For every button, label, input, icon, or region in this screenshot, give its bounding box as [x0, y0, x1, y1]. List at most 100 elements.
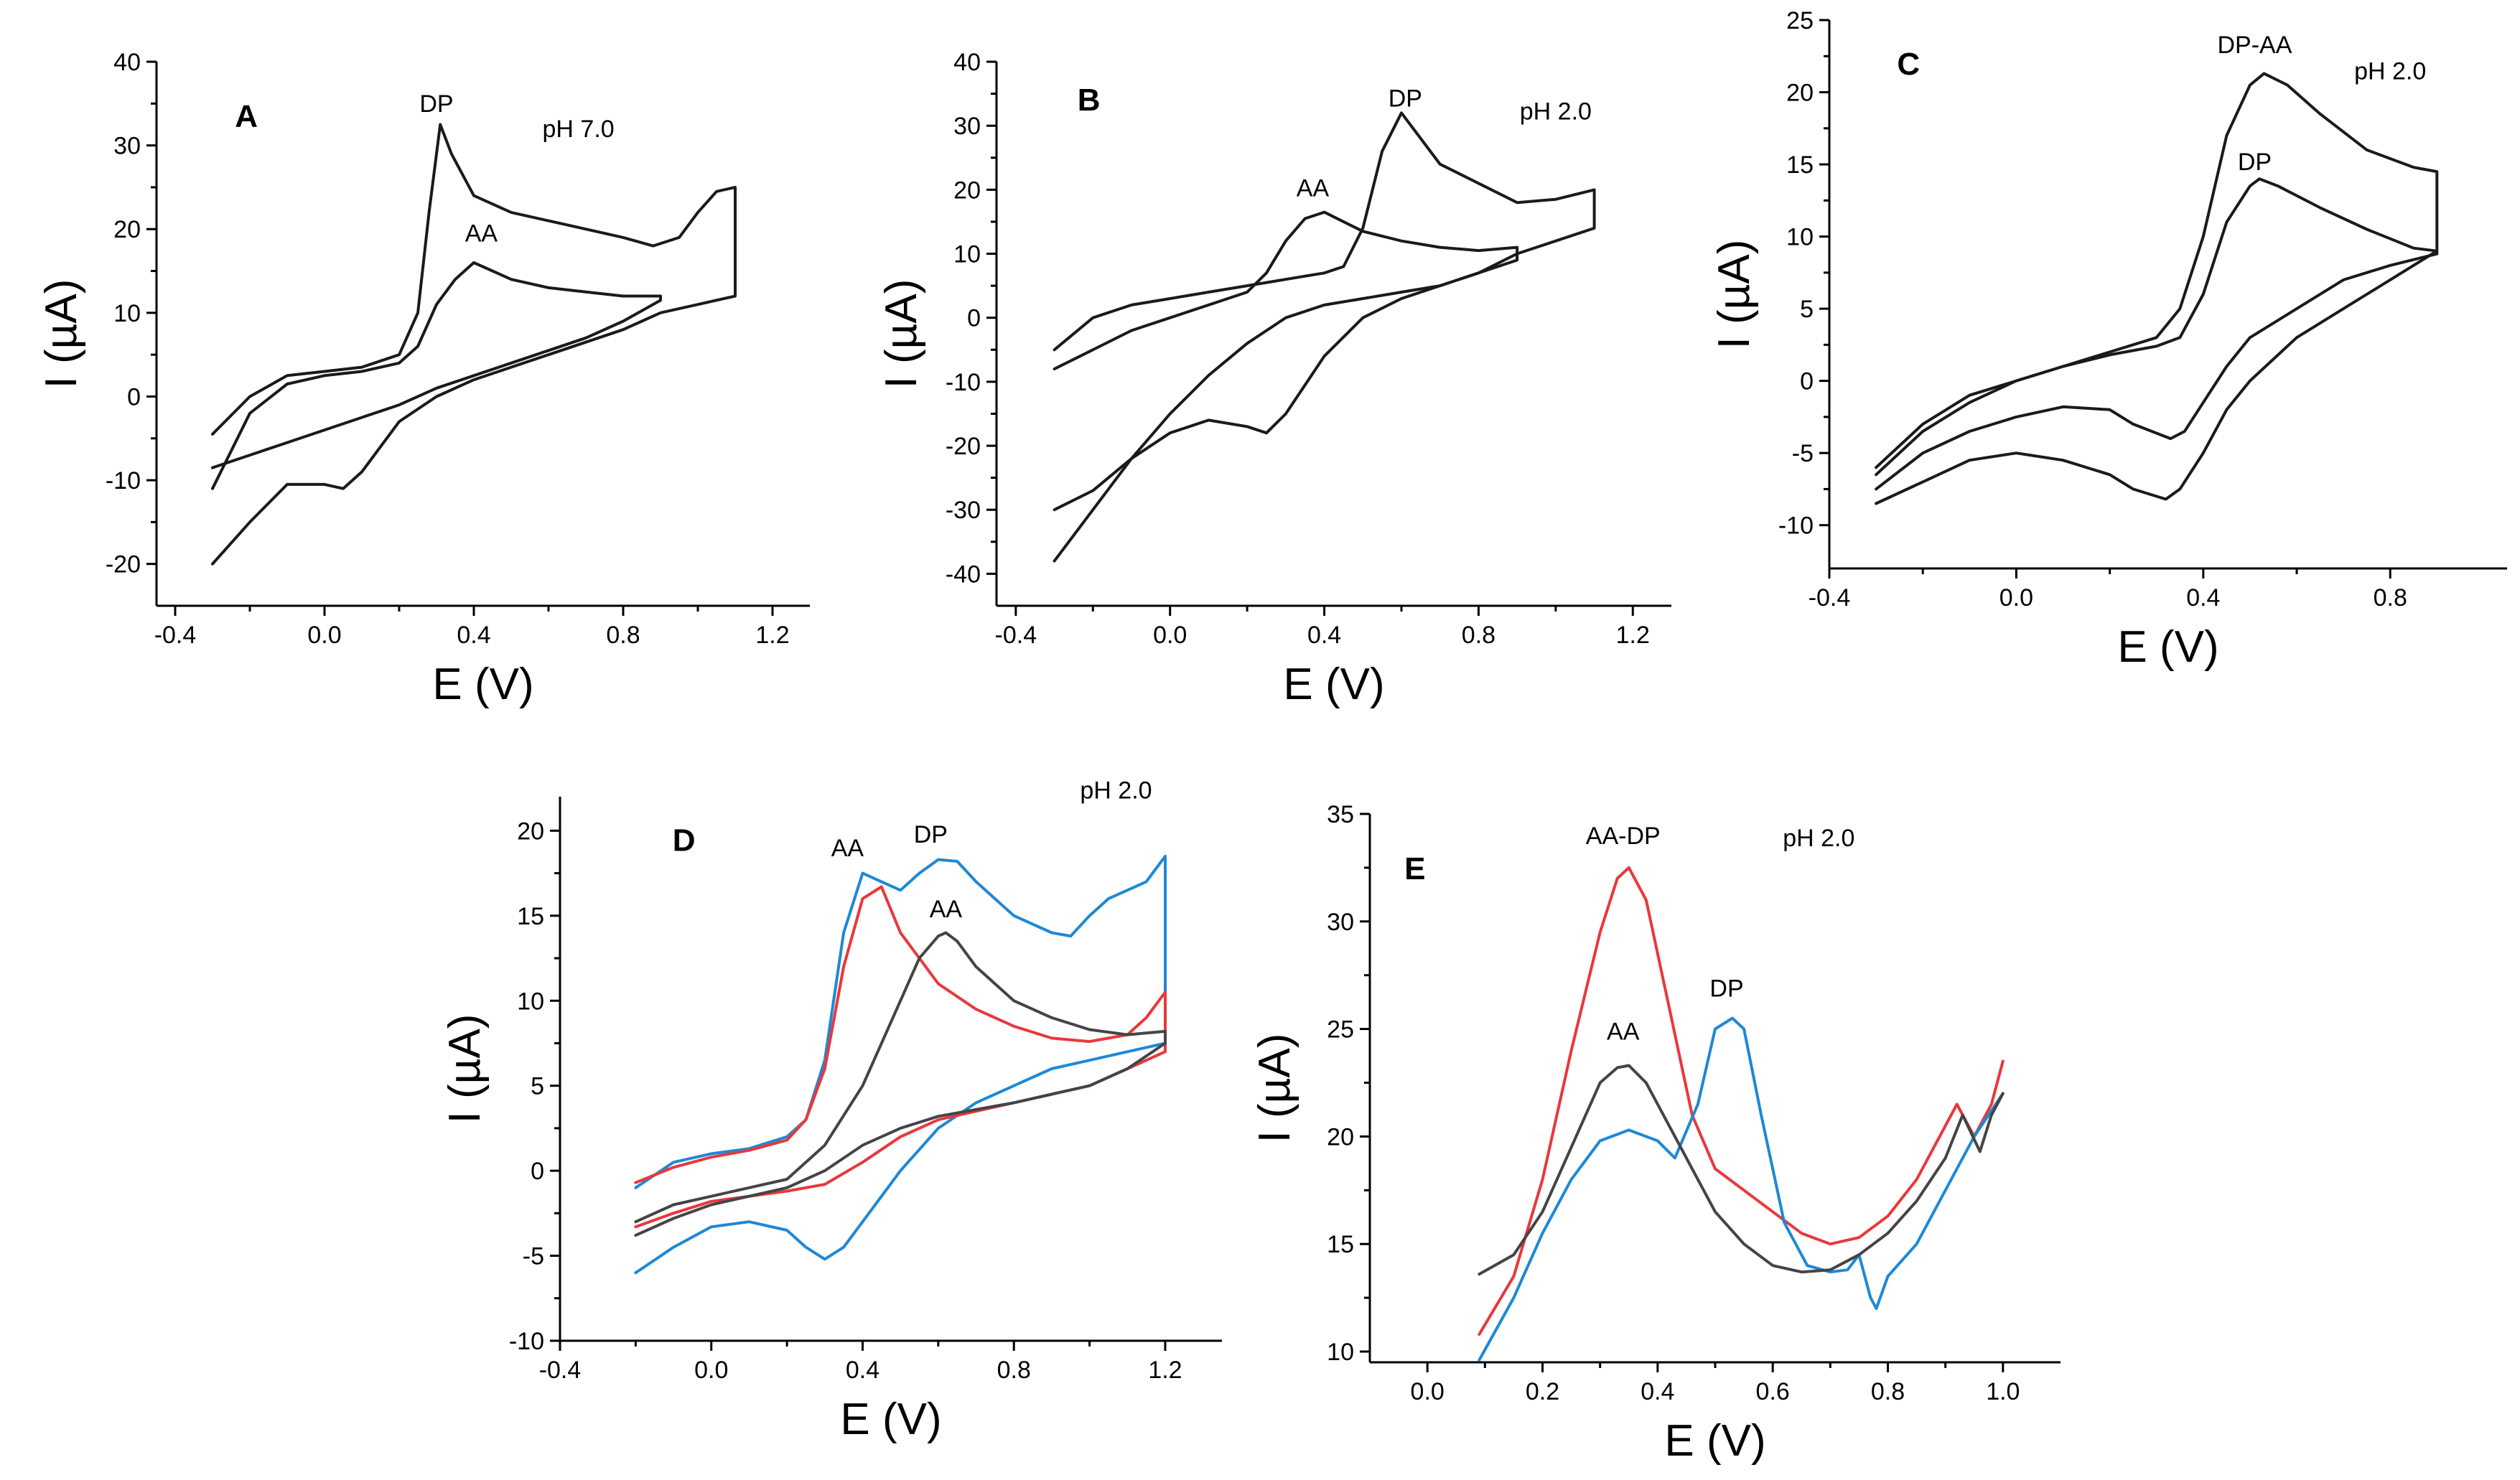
y-tick-label-d: 5	[531, 1073, 544, 1100]
y-axis-title-d: I (µA)	[440, 1014, 490, 1124]
x-tick-label-a: -0.4	[154, 622, 197, 649]
curve-a-aa	[211, 261, 662, 490]
y-tick-label-a: -10	[106, 467, 141, 495]
annotation-c: pH 2.0	[2354, 57, 2426, 85]
annotation-d: AA	[831, 835, 864, 862]
annotation-d: DP	[914, 821, 948, 848]
annotation-e: DP	[1709, 975, 1743, 1003]
y-tick-label-c: 20	[1786, 80, 1814, 107]
y-tick-label-e: 15	[1327, 1231, 1354, 1258]
panel-letter-d: D	[673, 823, 696, 858]
curve-c-dp	[1875, 177, 2439, 491]
y-tick-label-e: 20	[1327, 1123, 1354, 1151]
x-axis-title-d: E (V)	[840, 1395, 941, 1444]
y-tick-label-d: -10	[509, 1328, 544, 1355]
y-tick-label-c: 0	[1800, 368, 1814, 395]
y-tick-label-a: 40	[113, 49, 141, 76]
x-tick-label-b: 1.2	[1616, 622, 1650, 649]
y-tick-label-e: 35	[1327, 801, 1354, 828]
curve-e-gray	[1478, 1064, 2005, 1276]
curve-e-red	[1478, 866, 2005, 1336]
x-tick-label-e: 0.2	[1526, 1378, 1559, 1405]
x-tick-label-c: 0.0	[1999, 584, 2033, 612]
y-tick-label-c: 25	[1786, 7, 1814, 34]
y-tick-label-d: -5	[523, 1243, 544, 1270]
annotation-e: AA-DP	[1586, 823, 1661, 850]
y-tick-label-d: 15	[517, 903, 544, 930]
annotation-b: DP	[1389, 85, 1422, 112]
curve-b-dp	[1053, 111, 1596, 512]
x-tick-label-e: 0.6	[1756, 1378, 1790, 1405]
y-tick-label-c: -10	[1778, 512, 1814, 540]
y-axis-title-c: I (µA)	[1709, 240, 1759, 350]
panel-letter-b: B	[1078, 83, 1101, 118]
y-tick-label-e: 25	[1327, 1016, 1354, 1044]
y-tick-label-a: 20	[113, 216, 141, 243]
y-tick-label-b: 10	[953, 241, 981, 268]
y-tick-label-b: 40	[953, 49, 981, 76]
panel-e: 10 15 20 25 30 35 0.0 0.2 0.4 0.6 0.8 1.0 E (V) I (µA…	[1250, 801, 2061, 1466]
x-tick-label-d: 0.8	[997, 1357, 1031, 1384]
x-tick-label-d: 1.2	[1148, 1357, 1182, 1384]
x-tick-label-b: 0.4	[1307, 622, 1341, 649]
x-tick-label-c: 0.4	[2186, 584, 2220, 612]
y-tick-label-b: -30	[946, 497, 981, 524]
y-tick-label-a: 0	[127, 383, 141, 411]
annotation-a: DP	[419, 90, 453, 118]
annotation-c: DP-AA	[2217, 32, 2292, 59]
curve-d-red	[634, 885, 1167, 1229]
curve-d-blue	[634, 854, 1167, 1275]
y-axis-title-b: I (µA)	[877, 279, 926, 389]
y-tick-label-d: 20	[517, 818, 544, 845]
panel-d: -10 -5 0 5 10 15 20 -0.4 0.0 0.4 0.8 1.2 E (V) I (µA)…	[440, 777, 1222, 1444]
panel-letter-a: A	[235, 99, 258, 134]
y-axis-title-a: I (µA)	[37, 279, 86, 389]
panel-c: -10 -5 0 5 10 15 20 25 -0.4 0.0 0.4 0.8 E (V) I (µA) C…	[1709, 7, 2507, 672]
annotation-b: AA	[1297, 174, 1330, 202]
y-tick-label-b: 20	[953, 177, 981, 204]
x-tick-label-d: -0.4	[539, 1357, 582, 1384]
annotation-e: AA	[1607, 1018, 1640, 1046]
panel-b: -40 -30 -20 -10 0 10 20 30 40 -0.4 0.0 0.4 0.8 1.2 E (…	[877, 49, 1671, 709]
y-tick-label-a: 10	[113, 300, 141, 327]
curve-d-gray	[634, 931, 1167, 1237]
x-tick-label-e: 0.8	[1871, 1378, 1905, 1405]
x-tick-label-a: 0.4	[457, 622, 490, 649]
panel-a: -20 -10 0 10 20 30 40 -0.4 0.0 0.4 0.8 1.2 E (V) I (µ…	[37, 49, 810, 709]
y-axis-title-e: I (µA)	[1250, 1034, 1299, 1143]
y-tick-label-b: 0	[967, 305, 981, 332]
y-tick-label-e: 10	[1327, 1339, 1354, 1366]
x-axis-title-a: E (V)	[432, 660, 533, 709]
y-tick-label-b: 30	[953, 113, 981, 140]
x-tick-label-b: 0.0	[1153, 622, 1187, 649]
x-tick-label-b: 0.8	[1462, 622, 1495, 649]
x-tick-label-a: 0.0	[307, 622, 341, 649]
curve-a-dp	[211, 123, 737, 566]
annotation-c: DP	[2238, 149, 2272, 176]
curve-e-blue	[1478, 1016, 2005, 1362]
x-tick-label-a: 1.2	[755, 622, 789, 649]
x-tick-label-b: -0.4	[995, 622, 1037, 649]
curve-c-dp-aa	[1875, 72, 2439, 505]
y-tick-label-d: 10	[517, 988, 544, 1015]
y-tick-label-b: -40	[946, 561, 981, 588]
y-tick-label-b: -20	[946, 433, 981, 460]
annotation-d: pH 2.0	[1080, 777, 1152, 804]
annotation-e: pH 2.0	[1783, 825, 1854, 852]
annotation-a: AA	[465, 220, 498, 248]
y-tick-label-c: 15	[1786, 151, 1814, 179]
x-tick-label-c: 0.8	[2374, 584, 2407, 612]
x-tick-label-d: 0.4	[846, 1357, 879, 1384]
annotation-b: pH 2.0	[1520, 98, 1592, 125]
y-tick-label-e: 30	[1327, 909, 1354, 936]
panel-letter-e: E	[1404, 851, 1425, 886]
x-axis-title-c: E (V)	[2117, 622, 2218, 672]
x-tick-label-c: -0.4	[1809, 584, 1851, 612]
y-tick-label-d: 0	[531, 1158, 544, 1185]
y-tick-label-c: 5	[1800, 296, 1814, 323]
x-tick-label-e: 1.0	[1986, 1378, 2020, 1405]
x-axis-title-e: E (V)	[1664, 1416, 1765, 1466]
y-tick-label-b: -10	[946, 369, 981, 396]
panel-letter-c: C	[1897, 47, 1920, 82]
